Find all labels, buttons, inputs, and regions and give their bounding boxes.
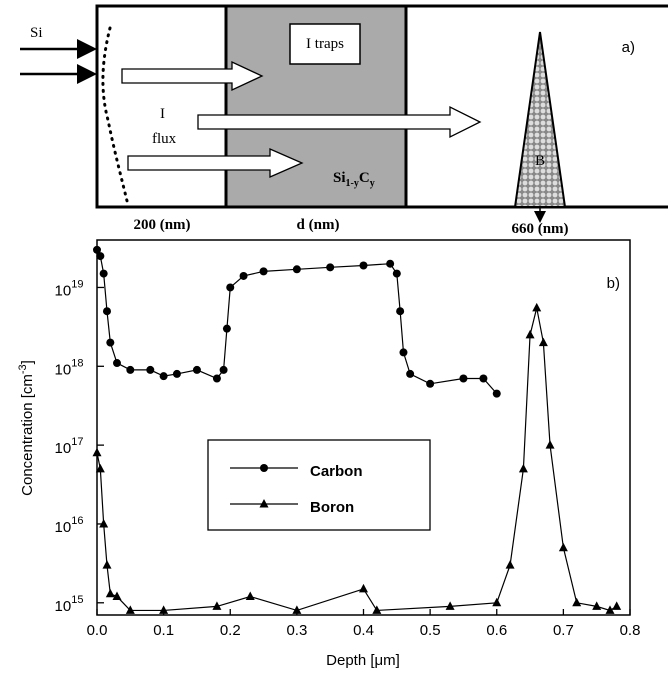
data-point (592, 601, 602, 610)
data-point (612, 601, 622, 610)
legend-label: Carbon (310, 463, 363, 480)
data-point (105, 588, 115, 598)
data-point (426, 379, 435, 388)
data-point (99, 269, 108, 278)
legend-label: Boron (310, 499, 354, 516)
x-axis-label: Depth [μm] (326, 652, 400, 669)
data-point (532, 302, 542, 312)
flux-label: flux (152, 131, 177, 147)
data-point (538, 337, 548, 347)
data-point (99, 518, 109, 528)
data-point (386, 259, 395, 268)
y-tick-label: 1019 (55, 278, 84, 299)
data-point (159, 605, 169, 614)
data-point (492, 597, 502, 607)
data-point (146, 365, 155, 374)
plot-frame (96, 239, 631, 616)
x-tick-label: 0.3 (286, 622, 307, 639)
data-point (399, 348, 408, 357)
flux-arrow (197, 105, 482, 139)
x-tick-label: 0.5 (420, 622, 441, 639)
data-point (479, 374, 488, 383)
data-point (445, 601, 455, 610)
interstitial-profile (101, 26, 130, 207)
data-point (222, 324, 231, 333)
data-point (326, 263, 335, 272)
data-point (126, 365, 135, 374)
data-point (212, 374, 221, 383)
depth-label: d (nm) (297, 217, 340, 233)
data-point (259, 267, 268, 276)
flux-arrow (127, 148, 304, 178)
x-tick-label: 0.7 (553, 622, 574, 639)
data-point (525, 329, 535, 339)
data-point (95, 463, 105, 473)
x-tick-label: 0.4 (353, 622, 374, 639)
y-tick-label: 1018 (55, 357, 84, 378)
data-point (106, 338, 115, 347)
data-point (172, 369, 181, 378)
data-point (102, 307, 111, 316)
data-point (192, 365, 201, 374)
data-point (239, 271, 248, 280)
layer-label: Si1-yCy (333, 170, 375, 189)
data-point (605, 605, 615, 614)
data-point (392, 269, 401, 278)
data-point (92, 447, 102, 457)
data-point (558, 542, 568, 552)
x-tick-label: 0.6 (486, 622, 507, 639)
y-axis-label: Concentration [cm-3] (17, 360, 36, 496)
x-tick-label: 0.1 (153, 622, 174, 639)
si-label: Si (30, 25, 43, 41)
legend-marker (260, 464, 268, 472)
data-point (112, 359, 121, 368)
panel-label: b) (607, 275, 620, 292)
data-point (492, 389, 501, 398)
data-point (125, 605, 135, 614)
data-point (359, 261, 368, 270)
data-point (96, 252, 105, 261)
x-tick-label: 0.8 (620, 622, 641, 639)
x-tick-label: 0.2 (220, 622, 241, 639)
legend-marker (259, 499, 269, 508)
legend-box (207, 439, 431, 531)
data-point (292, 265, 301, 274)
y-tick-label: 1015 (55, 594, 84, 615)
traps-box (289, 23, 361, 65)
data-point (226, 283, 235, 292)
data-point (102, 560, 112, 569)
data-point (406, 369, 415, 378)
data-point (212, 601, 222, 610)
y-tick-label: 1016 (55, 515, 84, 536)
data-point (372, 605, 382, 614)
data-point (518, 463, 528, 473)
data-point (396, 307, 405, 316)
depth-label: 660 (nm) (511, 221, 568, 237)
data-point (292, 605, 302, 614)
y-tick-label: 1017 (55, 436, 84, 457)
data-point (159, 372, 168, 381)
data-point (505, 560, 515, 569)
depth-label: 200 (nm) (133, 217, 190, 233)
data-point (219, 365, 228, 374)
traps-label: I traps (306, 36, 344, 52)
x-tick-label: 0.0 (87, 622, 108, 639)
boron-label: B (535, 153, 545, 169)
diagram: I traps Si I flux Si1-yCy B a) 200 (nm) … (20, 4, 668, 237)
data-point (245, 591, 255, 601)
flux-label: I (160, 106, 165, 122)
data-point (112, 591, 122, 601)
data-point (359, 583, 368, 593)
data-point (459, 374, 468, 383)
data-point (93, 245, 101, 254)
data-point (545, 440, 555, 449)
flux-arrow (121, 60, 264, 92)
data-point (572, 597, 582, 607)
panel-label: a) (622, 39, 635, 56)
